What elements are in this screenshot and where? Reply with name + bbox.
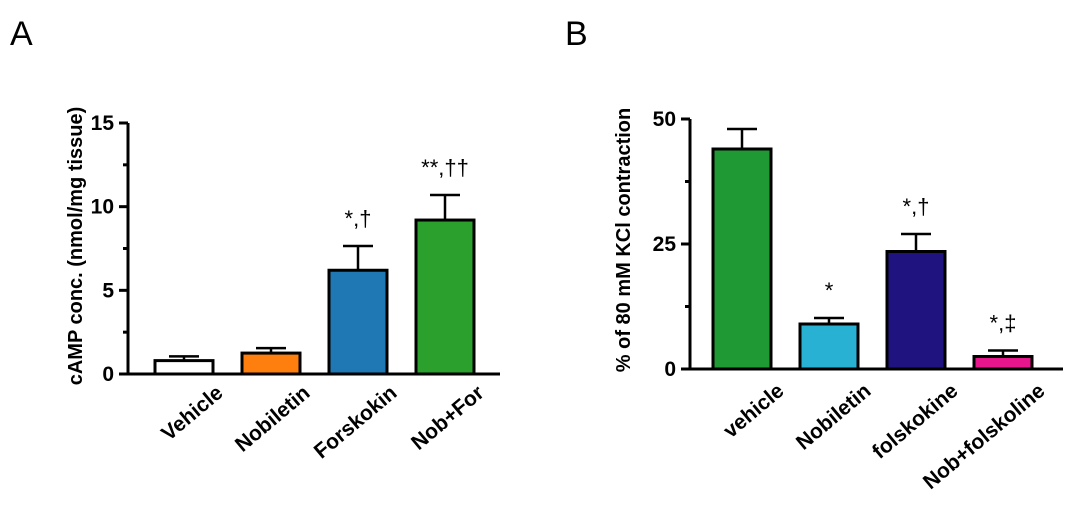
- chart-b-y-axis-title: % of 80 mM KCl contraction: [613, 108, 635, 372]
- chart-a-panel-label: A: [10, 15, 33, 53]
- chart-a-y-tick-label: 0: [102, 363, 114, 386]
- chart-b-bar: [798, 322, 860, 371]
- chart-a-y-axis-title: cAMP conc. (nmol/mg tissue): [65, 107, 87, 386]
- chart-a-y-tick-label: 15: [91, 112, 115, 135]
- chart-a-category-label: Vehicle: [157, 381, 227, 445]
- chart-a-significance-label: **,††: [421, 155, 469, 180]
- chart-b-y-tick-label: 25: [653, 233, 677, 256]
- chart-a-y-tick-label: 10: [91, 196, 114, 219]
- chart-a-bar: [327, 268, 389, 376]
- chart-b-significance-label: *,†: [903, 194, 930, 219]
- chart-b-category-label: vehicle: [719, 379, 788, 442]
- chart-b-category-label: Nobiletin: [792, 379, 876, 454]
- chart-b-y-tick-label: 0: [664, 358, 676, 381]
- chart-b-bar: [972, 355, 1034, 371]
- chart-a-category-label: Nob+For: [407, 381, 488, 454]
- chart-b-bar: [885, 250, 947, 371]
- chart-b-y-tick-label: 50: [653, 108, 676, 131]
- chart-a-bar: [153, 359, 215, 376]
- chart-b-significance-label: *: [825, 278, 834, 303]
- chart-a-significance-label: *,†: [345, 206, 372, 231]
- chart-a-bar: [414, 218, 476, 376]
- chart-b-significance-label: *,‡: [990, 311, 1017, 336]
- chart-b: B % of 80 mM KCl contraction 0 25 50 vehicl…: [565, 15, 1063, 494]
- chart-a-category-label: Nobiletin: [231, 381, 315, 456]
- chart-a: A cAMP conc. (nmol/mg tissue) 0 5 10 15 Vehi…: [10, 15, 500, 463]
- chart-a-category-label: Forskokin: [310, 381, 402, 463]
- chart-b-bar: [711, 147, 773, 371]
- chart-b-panel-label: B: [565, 15, 588, 53]
- chart-a-bar: [240, 351, 302, 376]
- chart-a-y-tick-label: 5: [102, 279, 114, 302]
